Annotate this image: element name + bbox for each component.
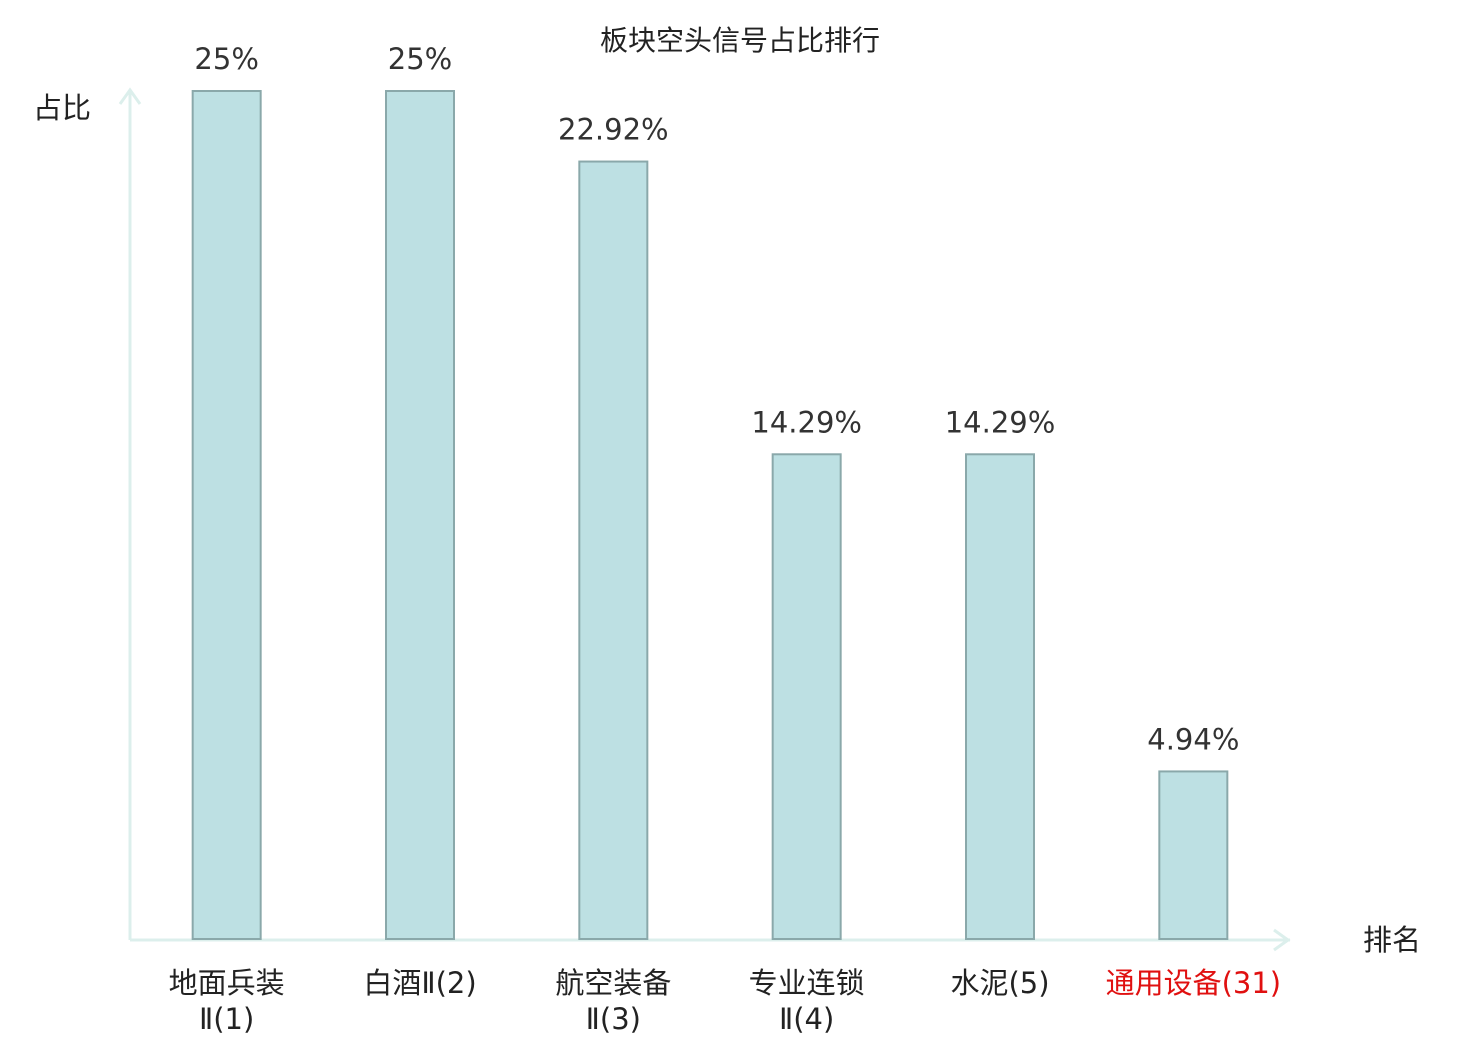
x-tick-label: 地面兵装 Ⅱ(1): [168, 966, 285, 1036]
x-tick-label: 航空装备 Ⅱ(3): [555, 966, 672, 1036]
bar: [578, 160, 649, 941]
x-tick-label: 通用设备(31): [1105, 966, 1282, 1000]
x-axis-label: 排名: [1363, 923, 1421, 957]
y-axis-arrow: [118, 87, 142, 105]
value-label: 25%: [388, 42, 452, 76]
bar: [771, 453, 842, 940]
y-axis-label: 占比: [33, 91, 91, 125]
bar: [1158, 770, 1229, 940]
bar: [965, 453, 1035, 940]
value-label: 25%: [194, 42, 258, 76]
bar: [385, 90, 455, 940]
axes: [118, 87, 1291, 952]
x-axis-arrow: [1273, 928, 1291, 952]
x-tick-label: 水泥(5): [950, 966, 1050, 1000]
bar: [191, 90, 262, 940]
value-label: 22.92%: [558, 113, 669, 147]
x-tick-label: 白酒Ⅱ(2): [363, 966, 477, 1000]
value-label: 14.29%: [751, 405, 862, 439]
value-label: 4.94%: [1147, 722, 1239, 756]
value-label: 14.29%: [945, 405, 1056, 439]
chart-title: 板块空头信号占比排行: [600, 24, 880, 57]
x-tick-label: 专业连锁 Ⅱ(4): [748, 966, 865, 1036]
